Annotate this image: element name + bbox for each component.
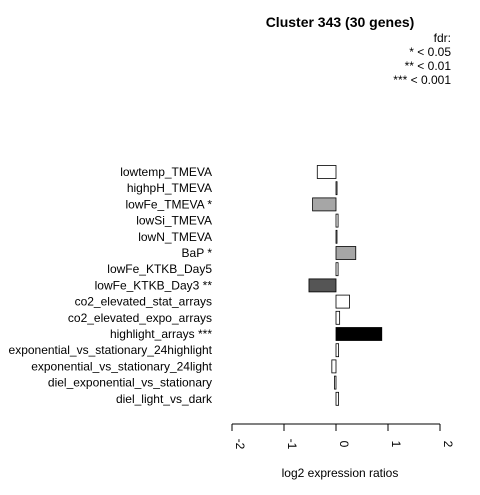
category-label-10: co2_elevated_expo_arrays [68,311,212,325]
legend-entry-1: * < 0.05 [409,45,451,59]
x-axis: -2 -1 0 1 2 [231,423,455,450]
x-tick-label-5: 2 [441,441,455,448]
bar-15 [335,391,339,406]
bar-4 [335,213,339,228]
category-label-15: diel_light_vs_dark [116,392,213,406]
category-label-4: lowSi_TMEVA [136,214,212,228]
bar-6 [335,246,357,260]
bar-8 [308,278,337,293]
bar-10 [335,310,341,325]
bar-1 [316,165,337,179]
category-label-12: exponential_vs_stationary_24highlight [9,343,213,357]
category-label-14: diel_exponential_vs_stationary [48,376,212,390]
legend-title: fdr: [434,31,451,45]
chart-title: Cluster 343 (30 genes) [266,14,415,30]
category-label-5: lowN_TMEVA [138,230,212,244]
category-label-6: BaP * [182,246,213,260]
bar-3 [312,197,337,212]
x-tick-label-2: -1 [285,439,299,450]
bar-5 [335,229,338,244]
x-tick-label-3: 0 [337,441,351,448]
bar-7 [335,262,339,277]
category-label-1: lowtemp_TMEVA [120,165,212,179]
legend-entry-2: ** < 0.01 [405,59,452,73]
bar-9 [335,294,350,309]
x-tick-label-1: -2 [233,439,247,450]
category-label-3: lowFe_TMEVA * [126,197,213,211]
x-axis-label: log2 expression ratios [282,466,399,480]
category-label-7: lowFe_KTKB_Day5 [107,262,212,276]
bars-group [308,165,383,406]
x-tick-label-4: 1 [389,441,403,448]
bar-11 [335,327,383,341]
category-label-9: co2_elevated_stat_arrays [75,295,212,309]
legend: fdr: * < 0.05 ** < 0.01 *** < 0.001 [393,31,451,87]
category-label-2: highpH_TMEVA [127,181,212,195]
bar-14 [334,375,337,390]
bar-12 [335,343,339,358]
category-label-8: lowFe_KTKB_Day3 ** [95,278,213,292]
bar-13 [331,359,337,374]
category-label-13: exponential_vs_stationary_24light [31,359,212,373]
category-labels: lowtemp_TMEVA highpH_TMEVA lowFe_TMEVA * lo… [9,165,213,406]
legend-entry-3: *** < 0.001 [393,73,451,87]
bar-2 [335,181,338,196]
category-label-11: highlight_arrays *** [110,327,212,341]
